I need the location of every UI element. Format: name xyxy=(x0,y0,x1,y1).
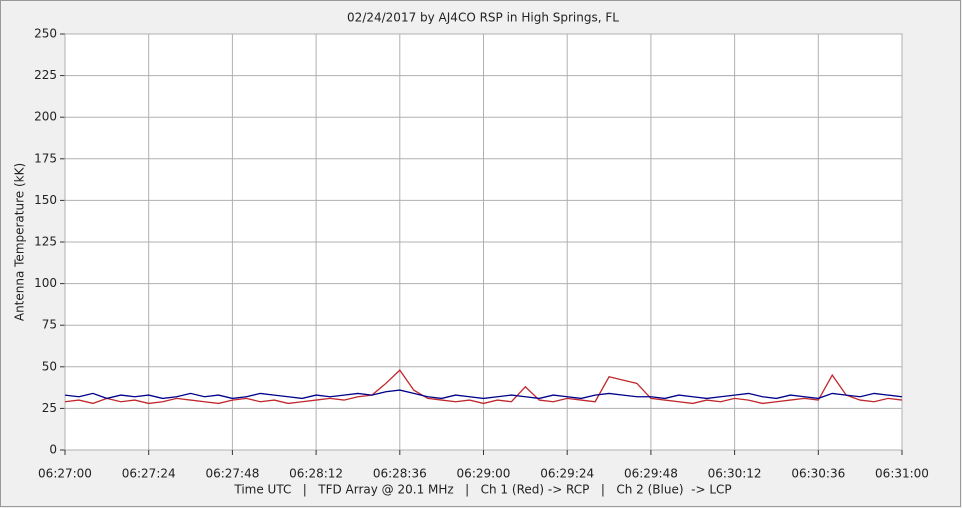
series-line xyxy=(64,389,903,400)
x-tick-label: 06:28:36 xyxy=(373,467,427,481)
x-tick-label: 06:31:00 xyxy=(875,467,929,481)
x-tick-label: 06:28:12 xyxy=(289,467,343,481)
y-tick-label: 50 xyxy=(42,359,57,373)
x-tick-label: 06:29:24 xyxy=(540,467,594,481)
x-tick-label: 06:27:48 xyxy=(205,467,259,481)
x-tick-label: 06:30:12 xyxy=(708,467,762,481)
x-tick-label: 06:29:00 xyxy=(457,467,511,481)
y-tick-label: 150 xyxy=(34,193,57,207)
y-tick-label: 25 xyxy=(42,401,57,415)
x-tick-label: 06:27:24 xyxy=(122,467,176,481)
x-tick-label: 06:30:36 xyxy=(791,467,845,481)
y-tick-label: 125 xyxy=(34,235,57,249)
x-axis-label: Time UTC | TFD Array @ 20.1 MHz | Ch 1 (… xyxy=(233,483,731,497)
y-tick-label: 200 xyxy=(34,110,57,124)
y-axis-label: Antenna Temperature (kK) xyxy=(13,163,27,321)
y-tick-label: 0 xyxy=(49,443,57,457)
y-tick-label: 75 xyxy=(42,318,57,332)
y-tick-label: 250 xyxy=(34,27,57,41)
x-tick-label: 06:29:48 xyxy=(624,467,678,481)
y-tick-label: 100 xyxy=(34,276,57,290)
series-line xyxy=(64,369,903,405)
y-tick-label: 175 xyxy=(34,151,57,165)
y-tick-label: 225 xyxy=(34,68,57,82)
x-tick-label: 06:27:00 xyxy=(38,467,92,481)
chart-title: 02/24/2017 by AJ4CO RSP in High Springs,… xyxy=(347,11,619,25)
